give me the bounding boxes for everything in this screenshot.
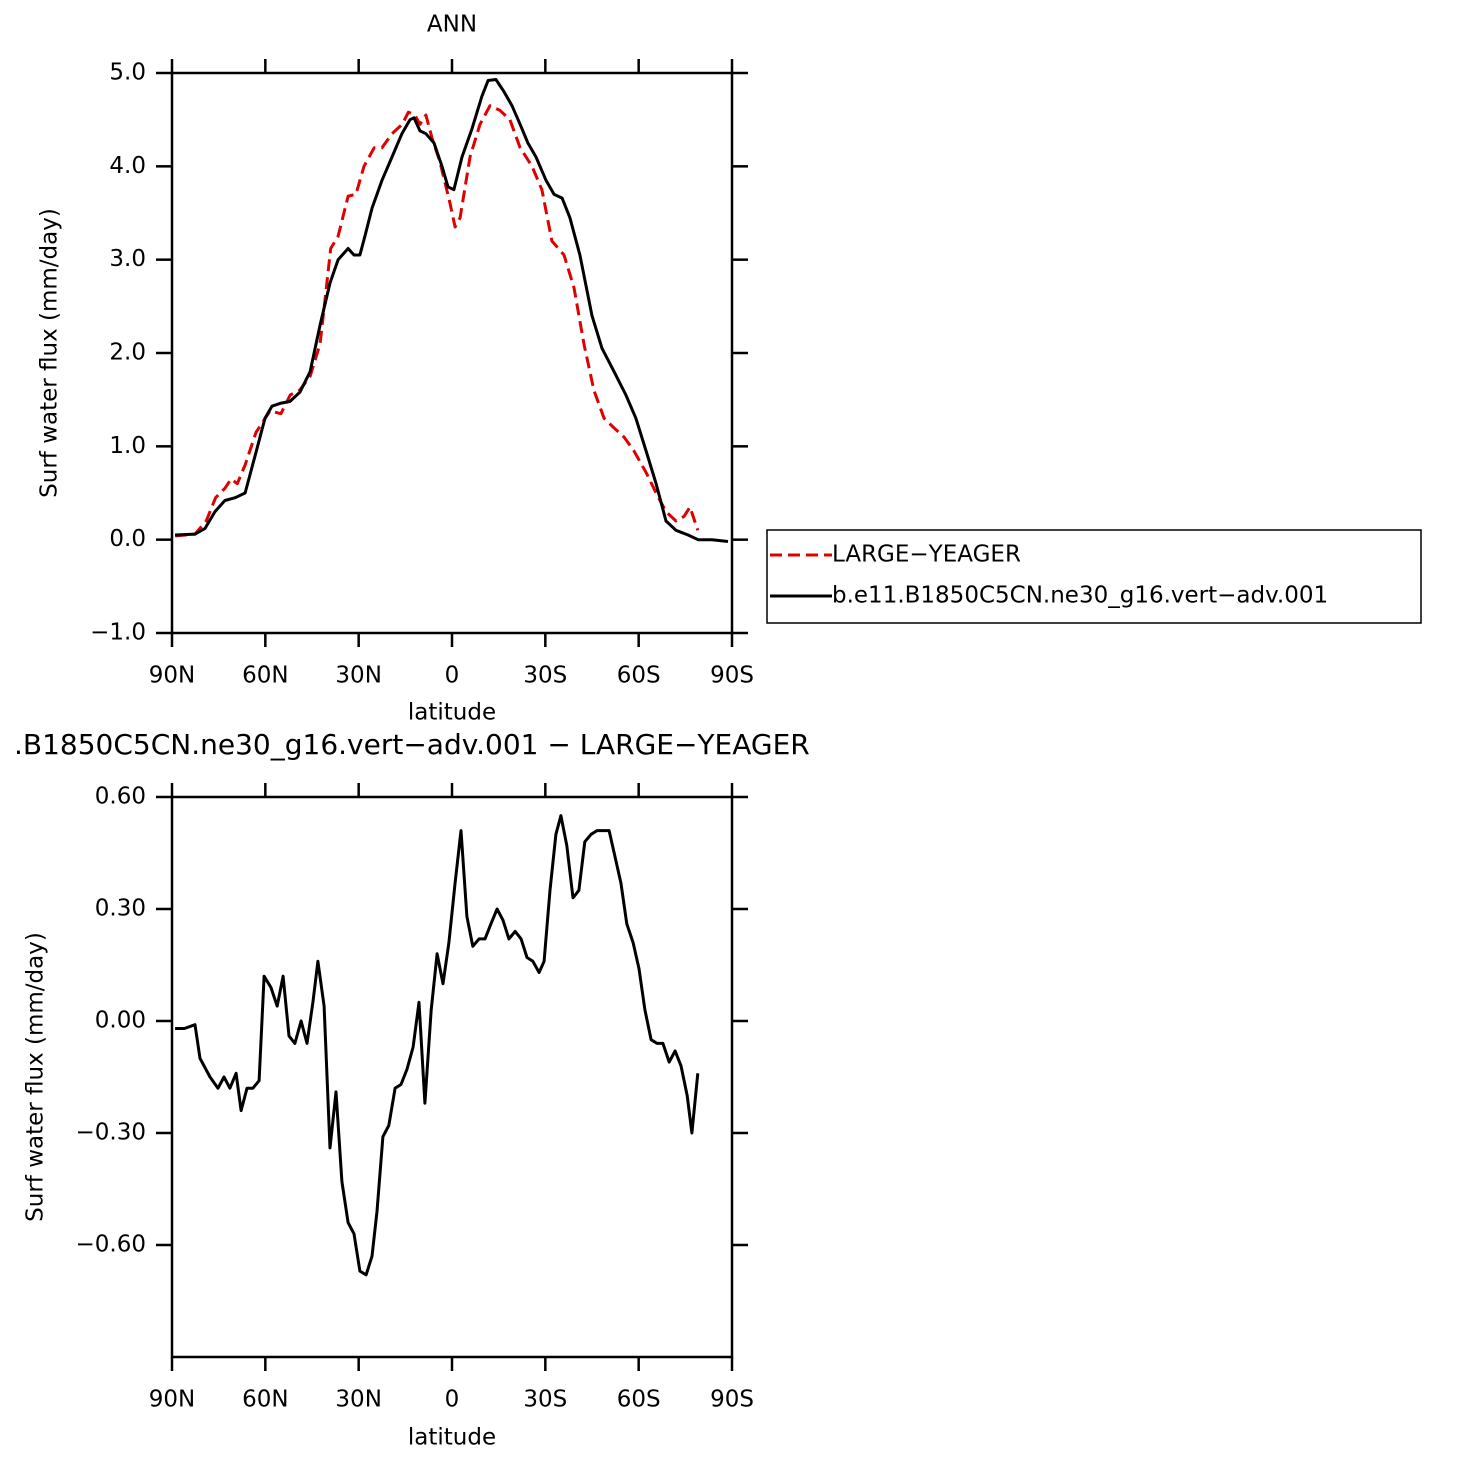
y-tick-label: 0.30 [95,896,146,922]
x-tick-label: 0 [445,1387,460,1413]
y-tick-label: 4.0 [109,153,146,179]
chart-title: ANN [427,12,477,38]
chart-title: .B1850C5CN.ne30_g16.vert−adv.001 − LARGE… [14,728,810,761]
x-tick-label: 0 [445,663,460,689]
y-tick-label: −1.0 [90,620,146,646]
x-tick-label: 30S [523,1387,567,1413]
legend-label: LARGE−YEAGER [832,542,1021,568]
y-tick-label: 0.00 [95,1008,146,1034]
x-tick-label: 60N [242,663,288,689]
x-tick-label: 30N [335,663,381,689]
data-line [174,104,700,538]
y-tick-label: 3.0 [109,246,146,272]
x-axis-label: latitude [408,1425,496,1451]
x-tick-label: 60N [242,1387,288,1413]
x-tick-label: 60S [617,1387,661,1413]
data-line [175,78,729,543]
y-tick-label: 0.0 [109,526,146,552]
plot-frame [170,71,734,635]
plot-frame [170,795,734,1359]
x-tick-label: 60S [617,663,661,689]
x-axis-label: latitude [408,700,496,726]
x-tick-label: 90S [710,1387,754,1413]
x-tick-label: 30S [523,663,567,689]
x-tick-label: 30N [335,1387,381,1413]
y-tick-label: 0.60 [95,784,146,810]
y-axis-label: Surf water flux (mm/day) [37,208,63,498]
x-tick-label: 90N [149,663,195,689]
y-tick-label: −0.30 [76,1120,146,1146]
y-axis-label: Surf water flux (mm/day) [23,932,49,1222]
legend-label: b.e11.B1850C5CN.ne30_g16.vert−adv.001 [832,583,1328,609]
y-tick-label: 1.0 [109,433,146,459]
x-tick-label: 90S [710,663,754,689]
x-tick-label: 90N [149,1387,195,1413]
y-tick-label: −0.60 [76,1232,146,1258]
legend-box [766,529,1422,624]
y-tick-label: 5.0 [109,60,146,86]
y-tick-label: 2.0 [109,340,146,366]
data-line [175,814,700,1277]
